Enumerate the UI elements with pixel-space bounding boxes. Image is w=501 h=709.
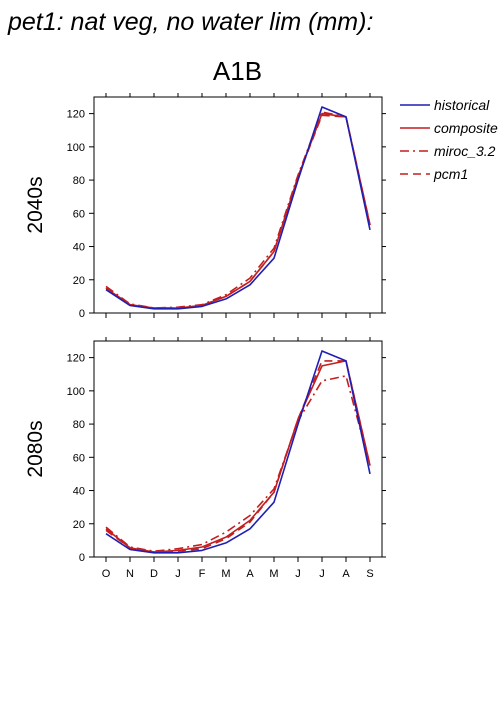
series-line-miroc_3.2	[105, 375, 371, 553]
series-line-composite	[105, 360, 371, 553]
page-title: pet1: nat veg, no water lim (mm):	[8, 8, 374, 36]
x-tick-label: J	[319, 568, 325, 580]
series-line-miroc_3.2	[105, 111, 371, 309]
legend-label-historical: historical	[434, 97, 490, 113]
plot-frame-2040s	[93, 96, 383, 314]
series-line-pcm1	[105, 114, 371, 309]
y-tick-label: 60	[73, 208, 85, 220]
x-tick-label: N	[126, 568, 134, 580]
y-tick-label: 100	[67, 386, 85, 398]
y-tick-label: 80	[73, 419, 85, 431]
legend-label-composite: composite	[434, 120, 498, 136]
y-tick-label: 40	[73, 242, 85, 254]
x-tick-label: M	[221, 568, 230, 580]
series-line-composite	[105, 112, 371, 309]
y-tick-label: 120	[67, 353, 85, 365]
x-tick-label: F	[199, 568, 206, 580]
y-tick-label: 100	[67, 142, 85, 154]
y-tick-label: 120	[67, 109, 85, 121]
y-tick-label: 60	[73, 452, 85, 464]
x-tick-label: D	[150, 568, 158, 580]
row-label-2080s: 2080s	[24, 420, 47, 477]
legend-label-pcm1: pcm1	[433, 166, 468, 182]
y-tick-label: 40	[73, 486, 85, 498]
row-label-2040s: 2040s	[24, 176, 47, 233]
x-tick-label: M	[269, 568, 278, 580]
scenario-title: A1B	[212, 56, 263, 86]
y-tick-label: 0	[79, 552, 85, 564]
y-tick-label: 80	[73, 175, 85, 187]
x-tick-label: A	[342, 568, 350, 580]
x-tick-label: O	[102, 568, 111, 580]
y-tick-label: 0	[79, 308, 85, 320]
x-tick-label: J	[295, 568, 301, 580]
x-tick-label: A	[246, 568, 254, 580]
series-line-historical	[105, 106, 371, 310]
plot-frame-2080s	[93, 340, 383, 558]
legend-label-miroc_3.2: miroc_3.2	[434, 143, 496, 159]
x-tick-label: S	[366, 568, 373, 580]
series-line-pcm1	[105, 360, 371, 553]
y-tick-label: 20	[73, 275, 85, 287]
x-tick-label: J	[175, 568, 181, 580]
series-line-historical	[105, 350, 371, 554]
y-tick-label: 20	[73, 519, 85, 531]
